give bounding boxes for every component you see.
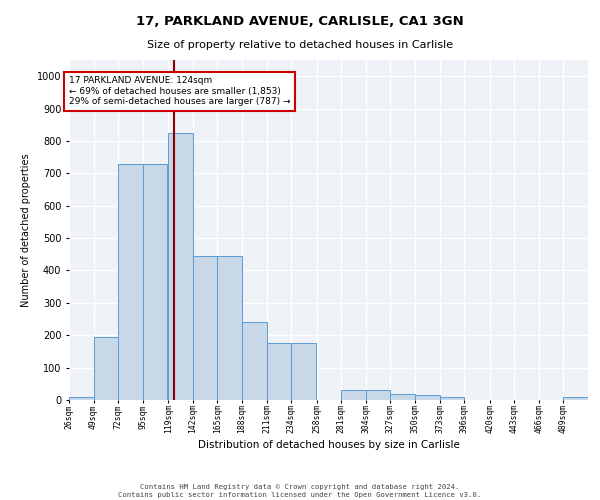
Bar xyxy=(118,164,143,400)
Bar xyxy=(69,397,94,400)
Text: Size of property relative to detached houses in Carlisle: Size of property relative to detached ho… xyxy=(147,40,453,50)
Bar xyxy=(391,394,415,400)
Text: 17, PARKLAND AVENUE, CARLISLE, CA1 3GN: 17, PARKLAND AVENUE, CARLISLE, CA1 3GN xyxy=(136,15,464,28)
Text: 17 PARKLAND AVENUE: 124sqm
← 69% of detached houses are smaller (1,853)
29% of s: 17 PARKLAND AVENUE: 124sqm ← 69% of deta… xyxy=(69,76,290,106)
Bar xyxy=(291,344,316,400)
Bar xyxy=(169,133,193,400)
Bar xyxy=(242,322,266,400)
Bar xyxy=(266,344,291,400)
X-axis label: Distribution of detached houses by size in Carlisle: Distribution of detached houses by size … xyxy=(197,440,460,450)
Bar xyxy=(143,164,167,400)
Bar xyxy=(94,337,118,400)
Bar xyxy=(217,256,242,400)
Bar xyxy=(193,256,217,400)
Y-axis label: Number of detached properties: Number of detached properties xyxy=(22,153,31,307)
Bar xyxy=(341,390,366,400)
Text: Contains HM Land Registry data © Crown copyright and database right 2024.
Contai: Contains HM Land Registry data © Crown c… xyxy=(118,484,482,498)
Bar xyxy=(366,390,391,400)
Bar xyxy=(563,397,588,400)
Bar xyxy=(415,395,440,400)
Bar xyxy=(440,397,464,400)
